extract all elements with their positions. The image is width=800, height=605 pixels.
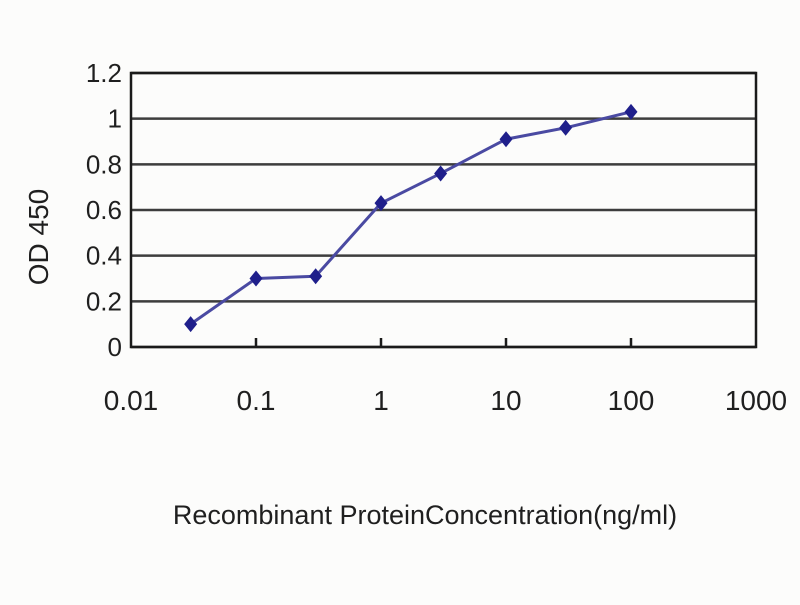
x-tick-label: 0.1 [237,385,276,416]
x-axis-title: Recombinant ProteinConcentration(ng/ml) [173,500,677,530]
y-tick-label: 0 [108,332,122,362]
x-tick-label: 10 [490,385,521,416]
data-point [624,103,638,120]
data-point [249,270,263,287]
data-point [434,165,448,182]
y-tick-label: 0.2 [86,286,122,316]
y-tick-label: 0.6 [86,195,122,225]
data-point [559,119,573,136]
x-axis-ticks [254,338,633,346]
y-axis-title: OD 450 [23,189,54,286]
data-point [374,195,388,212]
data-points [184,103,638,333]
series-polyline [189,110,632,326]
x-tick-label: 0.01 [104,385,159,416]
plot-area-border [129,71,758,349]
data-point [499,131,513,148]
y-tick-label: 0.8 [86,149,122,179]
data-point [184,316,198,333]
series-line [189,110,632,326]
y-tick-label: 1.2 [86,58,122,88]
x-tick-label: 100 [608,385,655,416]
gridlines [131,71,756,349]
x-tick-label: 1 [373,385,389,416]
x-tick-labels: 0.01 0.1 1 10 100 1000 [104,385,787,416]
y-tick-labels: 0 0.2 0.4 0.6 0.8 1 1.2 [86,58,122,362]
y-tick-label: 0.4 [86,241,122,271]
data-point [309,268,323,285]
x-tick-label: 1000 [725,385,787,416]
y-tick-label: 1 [108,104,122,134]
